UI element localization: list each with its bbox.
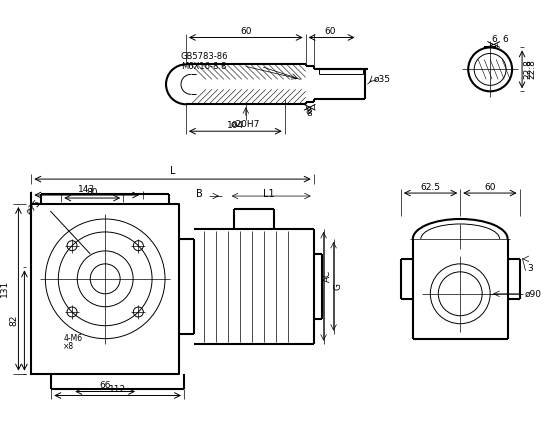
Text: 82: 82 bbox=[9, 315, 18, 326]
Text: B: B bbox=[196, 189, 202, 199]
Text: 60: 60 bbox=[325, 27, 337, 36]
Text: AC: AC bbox=[323, 270, 332, 282]
Text: 62.5: 62.5 bbox=[421, 183, 441, 192]
Text: 6: 6 bbox=[502, 35, 508, 44]
Text: 112: 112 bbox=[109, 385, 126, 394]
Text: 3: 3 bbox=[527, 264, 533, 273]
Text: ø75: ø75 bbox=[24, 198, 42, 216]
Text: G: G bbox=[333, 283, 342, 290]
Text: L1: L1 bbox=[263, 189, 274, 199]
Text: 80: 80 bbox=[86, 187, 98, 197]
Text: 60: 60 bbox=[484, 183, 496, 192]
Text: 60: 60 bbox=[240, 27, 251, 36]
Text: M6X16-8.8: M6X16-8.8 bbox=[181, 62, 227, 71]
Text: 143: 143 bbox=[78, 184, 95, 194]
Text: L: L bbox=[170, 166, 175, 176]
Text: ø20H7: ø20H7 bbox=[231, 120, 261, 129]
Text: 66: 66 bbox=[100, 381, 111, 390]
Text: 8: 8 bbox=[307, 109, 312, 118]
Text: ø35: ø35 bbox=[373, 75, 390, 84]
Text: 22.8: 22.8 bbox=[524, 59, 532, 79]
Text: 8: 8 bbox=[306, 107, 311, 116]
Text: 131: 131 bbox=[1, 280, 9, 297]
Text: 4-M6: 4-M6 bbox=[63, 334, 82, 343]
Text: 6: 6 bbox=[491, 35, 497, 44]
Text: ø90: ø90 bbox=[525, 289, 542, 298]
Text: ×8: ×8 bbox=[63, 342, 74, 351]
Text: 104: 104 bbox=[227, 121, 244, 130]
Text: GB5783-86: GB5783-86 bbox=[181, 52, 228, 61]
Text: 22.8: 22.8 bbox=[527, 59, 536, 79]
